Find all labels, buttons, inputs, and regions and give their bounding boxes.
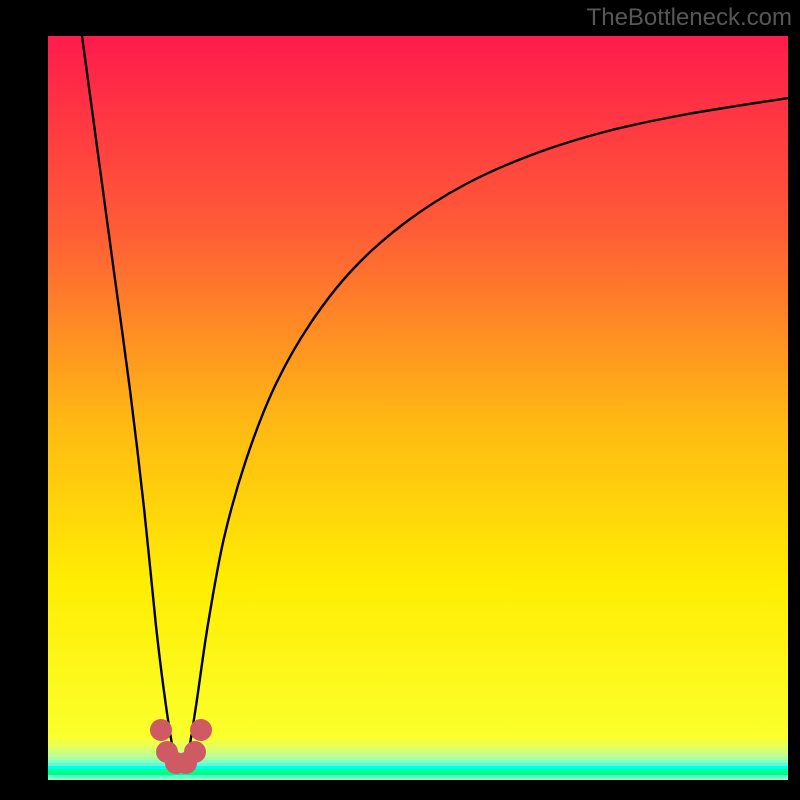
bottleneck-curve	[48, 36, 788, 780]
plot-area	[48, 36, 788, 780]
dip-marker	[150, 719, 172, 741]
watermark-text: TheBottleneck.com	[587, 4, 792, 32]
curve-path	[82, 36, 788, 771]
chart-container: TheBottleneck.com	[0, 0, 800, 800]
dip-marker	[190, 719, 212, 741]
chart-frame	[0, 0, 800, 800]
dip-marker	[184, 741, 206, 763]
